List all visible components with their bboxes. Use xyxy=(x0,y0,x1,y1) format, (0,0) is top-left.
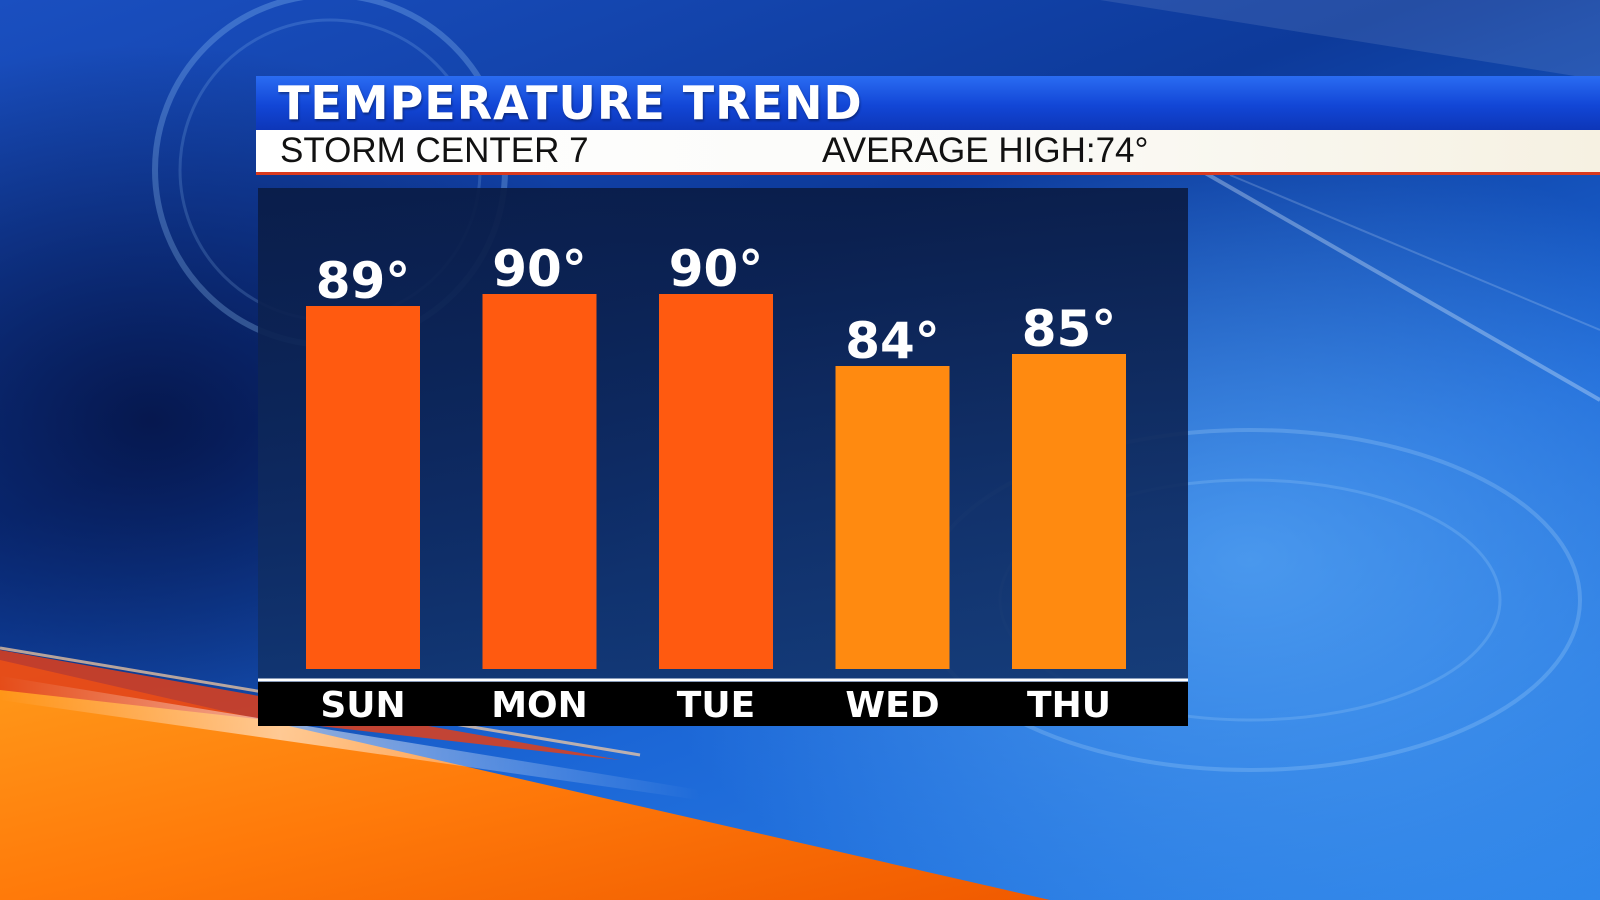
category-label-thu: THU xyxy=(1027,685,1111,726)
bar-thu xyxy=(1012,354,1126,669)
category-label-tue: TUE xyxy=(677,685,755,726)
chart-panel: 89° SUN 90° MON 90° TUE 84° WED 85° THU xyxy=(258,188,1188,726)
title-bar: TEMPERATURE TREND xyxy=(256,76,1600,130)
data-label-tue: 90° xyxy=(669,240,764,298)
average-high-value: 74° xyxy=(1095,131,1149,170)
station-name: STORM CENTER 7 xyxy=(280,131,589,170)
category-label-sun: SUN xyxy=(320,685,405,726)
category-strip xyxy=(258,682,1188,726)
bar-chart: 89° SUN 90° MON 90° TUE 84° WED 85° THU xyxy=(258,240,1188,726)
data-label-thu: 85° xyxy=(1022,300,1117,358)
subtitle-bar: STORM CENTER 7 AVERAGE HIGH:74° xyxy=(256,130,1600,175)
average-high: AVERAGE HIGH:74° xyxy=(822,130,1149,172)
bar-mon xyxy=(482,294,597,669)
category-label-mon: MON xyxy=(491,685,588,726)
average-high-label: AVERAGE HIGH: xyxy=(822,131,1096,170)
data-label-sun: 89° xyxy=(316,252,411,310)
bar-tue xyxy=(659,294,773,669)
chart-title: TEMPERATURE TREND xyxy=(278,76,863,130)
bars-group: 89° SUN 90° MON 90° TUE 84° WED 85° THU xyxy=(306,240,1126,726)
bar-wed xyxy=(835,366,950,669)
data-label-mon: 90° xyxy=(492,240,587,298)
category-label-wed: WED xyxy=(845,685,939,726)
data-label-wed: 84° xyxy=(845,312,940,370)
bar-sun xyxy=(306,306,420,669)
